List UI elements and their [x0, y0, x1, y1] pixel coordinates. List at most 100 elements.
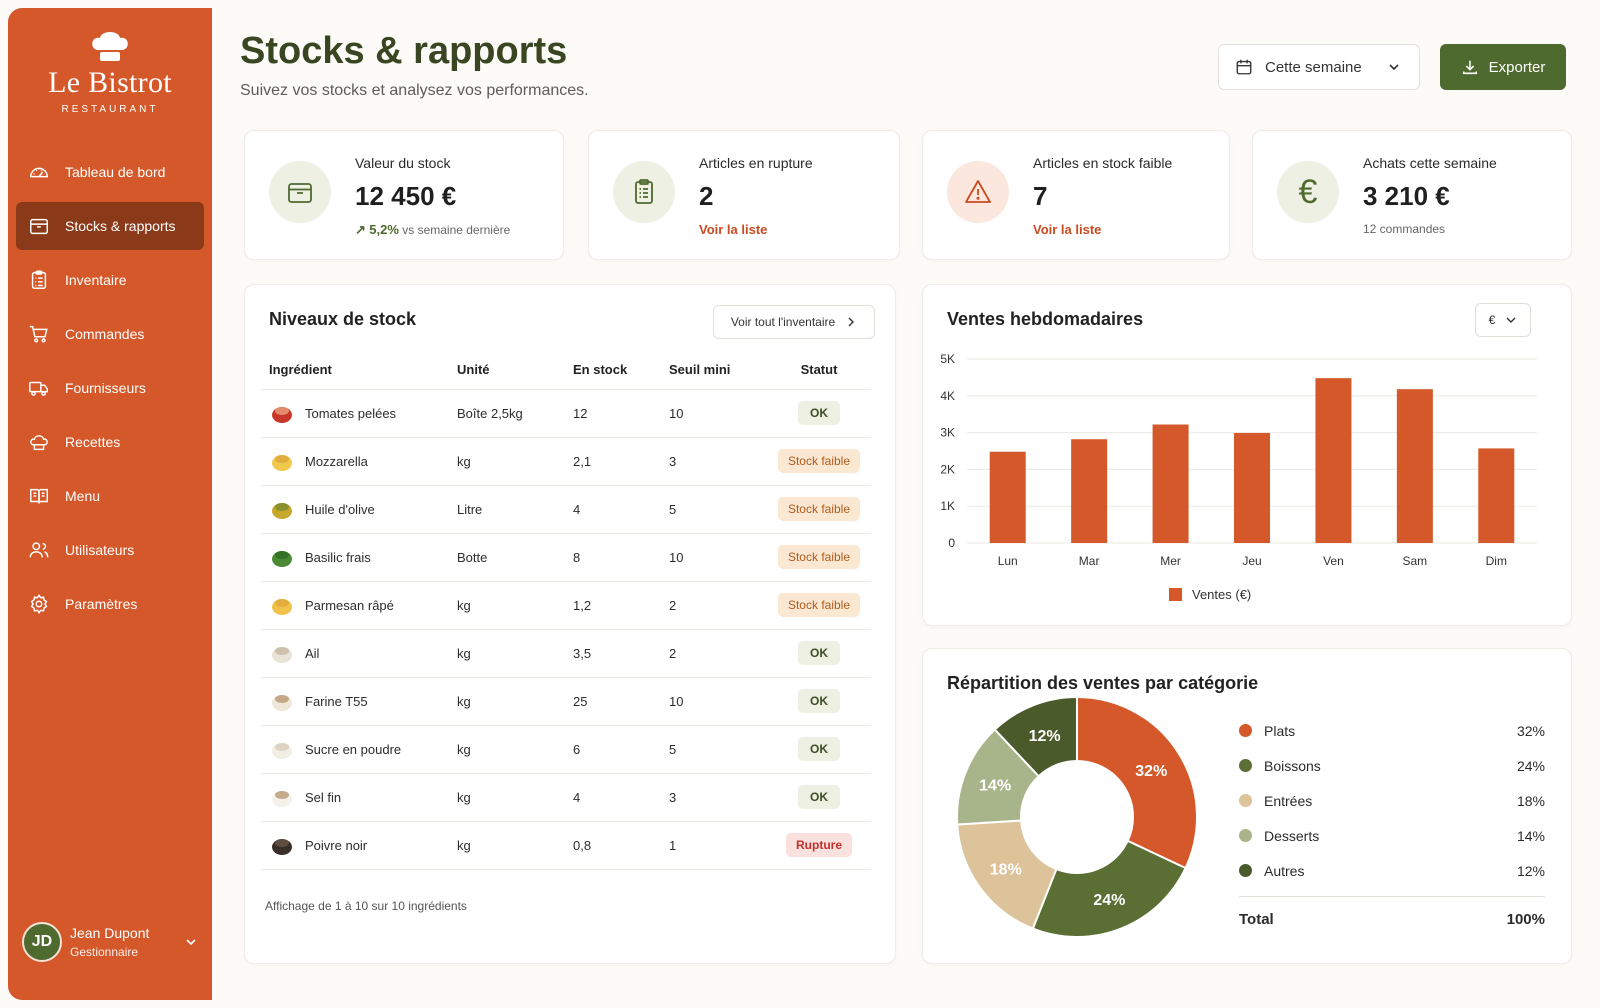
table-row[interactable]: Sel fin kg 4 3 OK: [261, 773, 871, 822]
category-total-row: Total 100%: [1239, 896, 1545, 942]
x-tick-label: Sam: [1403, 554, 1428, 568]
export-button[interactable]: Exporter: [1440, 44, 1566, 90]
user-profile[interactable]: JD Jean Dupont Gestionnaire: [22, 922, 198, 962]
col-ingredient[interactable]: Ingrédient: [261, 351, 457, 390]
cell-status: OK: [767, 389, 871, 438]
bar[interactable]: [1152, 424, 1189, 543]
status-badge: OK: [798, 641, 840, 665]
sidebar-item-stocks-rapports[interactable]: Stocks & rapports: [16, 202, 204, 250]
category-legend-item: Desserts 14%: [1239, 818, 1545, 853]
table-row[interactable]: Mozzarella kg 2,1 3 Stock faible: [261, 437, 871, 486]
table-row[interactable]: Tomates pelées Boîte 2,5kg 12 10 OK: [261, 389, 871, 438]
sidebar-item-inventaire[interactable]: Inventaire: [16, 256, 204, 304]
cell-status: Stock faible: [767, 533, 871, 582]
weekly-sales-card: Ventes hebdomadaires € 0 1K 2K 3K 4K 5K Lun Mar…: [922, 284, 1572, 626]
cell-status: Rupture: [767, 821, 871, 870]
kpi-trend-note: vs semaine dernière: [402, 223, 511, 237]
ingredient-name: Ail: [305, 645, 320, 661]
cell-unit: kg: [457, 629, 573, 678]
cell-min: 10: [669, 389, 767, 438]
bar[interactable]: [1071, 439, 1108, 543]
cell-unit: kg: [457, 581, 573, 630]
table-row[interactable]: Huile d'olive Litre 4 5 Stock faible: [261, 485, 871, 534]
cell-unit: kg: [457, 821, 573, 870]
slice-label: 14%: [979, 778, 1011, 795]
calendar-icon: [1236, 59, 1252, 75]
cell-stock: 4: [573, 485, 669, 534]
chevron-down-icon[interactable]: [184, 935, 198, 949]
legend-dot: [1239, 724, 1252, 737]
users-icon: [29, 542, 49, 558]
period-select[interactable]: Cette semaine: [1218, 44, 1420, 90]
table-row[interactable]: Sucre en poudre kg 6 5 OK: [261, 725, 871, 774]
col-unit[interactable]: Unité: [457, 351, 573, 390]
category-legend-item: Plats 32%: [1239, 713, 1545, 748]
sidebar-item-menu[interactable]: Menu: [16, 472, 204, 520]
bar[interactable]: [1396, 389, 1433, 543]
sidebar-item-label: Inventaire: [65, 272, 127, 288]
sidebar-item-tableau-de-bord[interactable]: Tableau de bord: [16, 148, 204, 196]
currency-select-value: €: [1488, 313, 1496, 327]
bar[interactable]: [989, 451, 1026, 543]
sidebar-item-utilisateurs[interactable]: Utilisateurs: [16, 526, 204, 574]
ingredient: Sel fin: [269, 784, 457, 810]
cell-ingredient: Huile d'olive: [261, 485, 457, 534]
weekly-sales-chart: 0 1K 2K 3K 4K 5K Lun Mar Mer Jeu Ven Sam Dim: [940, 352, 1537, 568]
table-row[interactable]: Parmesan râpé kg 1,2 2 Stock faible: [261, 581, 871, 630]
y-tick-label: 5K: [940, 352, 955, 366]
view-inventory-button[interactable]: Voir tout l'inventaire: [713, 305, 875, 339]
x-tick-label: Jeu: [1242, 554, 1261, 568]
stock-levels-card: Niveaux de stock Voir tout l'inventaire …: [244, 284, 896, 964]
cell-status: Stock faible: [767, 437, 871, 486]
table-row[interactable]: Farine T55 kg 25 10 OK: [261, 677, 871, 726]
col-stock[interactable]: En stock: [573, 351, 669, 390]
ingredient-name: Parmesan râpé: [305, 597, 394, 613]
garlic-icon: [272, 647, 292, 663]
legend-dot: [1239, 829, 1252, 842]
table-row[interactable]: Basilic frais Botte 8 10 Stock faible: [261, 533, 871, 582]
kpi-card-low-stock: Articles en stock faible 7 Voir la liste: [922, 130, 1230, 260]
sidebar-item-commandes[interactable]: Commandes: [16, 310, 204, 358]
category-name: Boissons: [1264, 757, 1321, 774]
slice-label: 24%: [1093, 892, 1125, 909]
table-row[interactable]: Ail kg 3,5 2 OK: [261, 629, 871, 678]
table-row[interactable]: Poivre noir kg 0,8 1 Rupture: [261, 821, 871, 870]
category-legend-item: Boissons 24%: [1239, 748, 1545, 783]
sidebar-item-recettes[interactable]: Recettes: [16, 418, 204, 466]
category-percent: 18%: [1516, 792, 1545, 809]
sidebar-item-fournisseurs[interactable]: Fournisseurs: [16, 364, 204, 412]
kpi-value: 2: [699, 181, 714, 211]
category-legend-item: Entrées 18%: [1239, 783, 1545, 818]
flour-bowl-icon: [272, 695, 292, 711]
kpi-value: 12 450 €: [355, 181, 457, 211]
cell-unit: kg: [457, 677, 573, 726]
clipboard-icon: [635, 179, 653, 204]
donut-slice[interactable]: [1031, 839, 1187, 938]
status-badge: Stock faible: [777, 449, 861, 473]
category-name: Plats: [1264, 722, 1296, 739]
view-list-link[interactable]: Voir la liste: [699, 222, 768, 237]
col-min[interactable]: Seuil mini: [669, 351, 767, 390]
bar[interactable]: [1234, 432, 1270, 543]
sugar-icon: [272, 743, 292, 759]
y-tick-label: 3K: [940, 426, 955, 440]
page-subtitle: Suivez vos stocks et analysez vos perfor…: [240, 82, 589, 99]
kpi-title: Articles en stock faible: [1033, 155, 1173, 171]
x-tick-label: Mar: [1079, 554, 1100, 568]
cell-min: 1: [669, 821, 767, 870]
cell-stock: 3,5: [573, 629, 669, 678]
donut-slice[interactable]: [1076, 695, 1198, 870]
bar[interactable]: [1315, 378, 1352, 543]
category-legend: Plats 32% Boissons 24% Entrées 18% Desse…: [1239, 713, 1545, 942]
sidebar-item-parametres[interactable]: Paramètres: [16, 580, 204, 628]
col-status[interactable]: Statut: [767, 351, 871, 390]
sidebar-item-label: Recettes: [65, 434, 121, 450]
chart-legend: Ventes (€): [1169, 587, 1251, 602]
ingredient: Basilic frais: [269, 544, 457, 570]
bar[interactable]: [1478, 448, 1515, 543]
donut-slice[interactable]: [993, 695, 1078, 778]
currency-select[interactable]: €: [1475, 303, 1531, 337]
view-list-link[interactable]: Voir la liste: [1033, 222, 1102, 237]
x-tick-label: Dim: [1486, 554, 1507, 568]
cell-status: OK: [767, 629, 871, 678]
